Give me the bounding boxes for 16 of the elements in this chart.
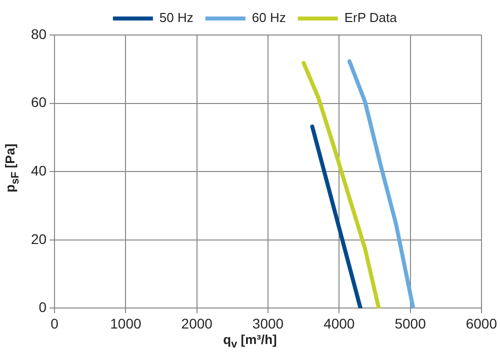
x-tick-label: 5000 xyxy=(394,315,426,332)
x-tick-label: 1000 xyxy=(110,315,142,332)
y-tick-label: 80 xyxy=(30,26,47,42)
legend-label: 60 Hz xyxy=(252,10,286,26)
x-tick-label: 6000 xyxy=(466,315,498,332)
x-axis-title: q$_{v}$ [m³/h] xyxy=(222,332,278,351)
x-tick-label: 4000 xyxy=(324,315,355,332)
y-tick-label: 60 xyxy=(30,94,47,110)
x-tick-label: 0 xyxy=(50,315,59,332)
y-tick-label: 0 xyxy=(38,299,47,316)
y-tick-label: 40 xyxy=(30,162,47,178)
legend-label: ErP Data xyxy=(344,10,398,26)
x-tick-label: 2000 xyxy=(181,315,213,332)
legend-label: 50 Hz xyxy=(159,10,194,26)
x-tick-label: 3000 xyxy=(252,315,284,332)
y-tick-label: 20 xyxy=(30,230,47,247)
